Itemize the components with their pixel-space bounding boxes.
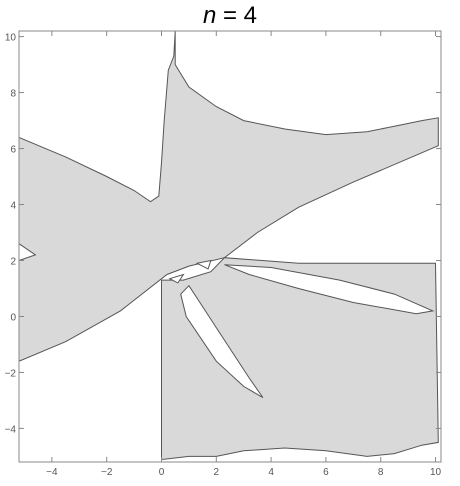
chart-title: n = 4 — [0, 2, 460, 30]
y-tick-label: 0 — [10, 312, 16, 323]
y-tick-label: 8 — [10, 89, 16, 100]
y-tick-label: 4 — [10, 201, 16, 212]
shaded-region-upper — [18, 30, 439, 362]
title-variable: n — [202, 2, 217, 29]
x-tick-label: 8 — [378, 467, 384, 478]
y-tick-label: 6 — [10, 145, 16, 156]
shaded-region-lower — [161, 257, 439, 460]
y-tick-label: −4 — [5, 424, 17, 435]
x-tick-label: 2 — [214, 467, 220, 478]
hole-right-petal — [224, 264, 435, 315]
hole-long-petal — [180, 284, 264, 399]
x-tick-label: −2 — [101, 467, 113, 478]
x-tick-label: −4 — [46, 467, 58, 478]
x-tick-label: 0 — [159, 467, 165, 478]
y-tick-label: 10 — [5, 33, 17, 44]
y-tick-label: −2 — [5, 368, 17, 379]
x-tick-label: 10 — [430, 467, 442, 478]
hole-tiny-loop-1 — [168, 273, 185, 284]
plot-frame — [18, 30, 442, 463]
title-equation: = 4 — [216, 2, 258, 29]
x-tick-label: 6 — [323, 467, 329, 478]
hole-tiny-loop-2 — [195, 259, 212, 270]
x-tick-label: 4 — [268, 467, 274, 478]
y-tick-label: 2 — [10, 256, 16, 267]
